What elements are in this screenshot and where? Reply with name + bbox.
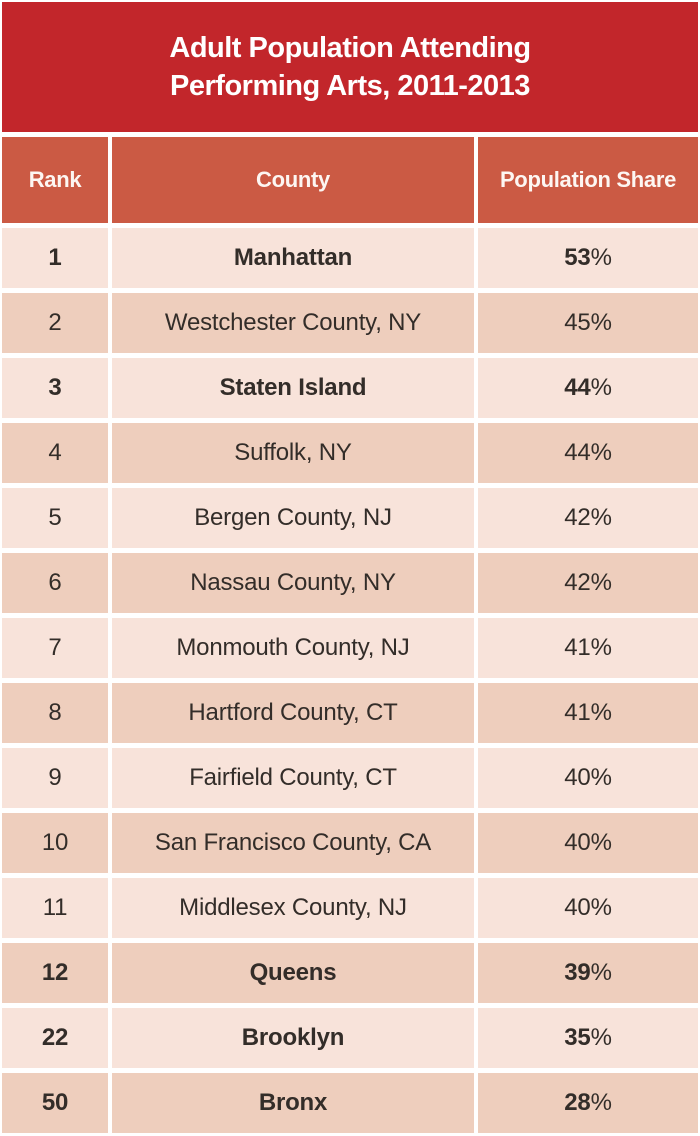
table-row: 1 Manhattan 53%: [2, 228, 698, 288]
population-share-cell: 44%: [478, 358, 698, 418]
population-share-cell: 39%: [478, 943, 698, 1003]
title-line-2: Performing Arts, 2011-2013: [170, 70, 530, 102]
table-row: 10 San Francisco County, CA 40%: [2, 813, 698, 873]
title-line-1: Adult Population Attending: [169, 32, 531, 64]
share-percent-sign: %: [590, 374, 612, 401]
share-value: 39: [564, 959, 591, 986]
rank-cell: 12: [2, 943, 108, 1003]
rank-cell: 7: [2, 618, 108, 678]
share-percent-sign: %: [590, 504, 612, 531]
county-cell: Middlesex County, NJ: [112, 878, 474, 938]
population-share-cell: 40%: [478, 748, 698, 808]
rank-cell: 5: [2, 488, 108, 548]
population-share-cell: 35%: [478, 1008, 698, 1068]
table-row: 22 Brooklyn 35%: [2, 1008, 698, 1068]
county-cell: Suffolk, NY: [112, 423, 474, 483]
share-value: 42: [564, 569, 591, 596]
share-value: 41: [564, 699, 591, 726]
table-row: 7 Monmouth County, NJ 41%: [2, 618, 698, 678]
population-share-cell: 41%: [478, 618, 698, 678]
county-cell: San Francisco County, CA: [112, 813, 474, 873]
rank-cell: 9: [2, 748, 108, 808]
column-header-population-share: Population Share: [478, 137, 698, 223]
county-cell: Monmouth County, NJ: [112, 618, 474, 678]
county-cell: Queens: [112, 943, 474, 1003]
population-share-cell: 45%: [478, 293, 698, 353]
county-cell: Nassau County, NY: [112, 553, 474, 613]
table-row: 3 Staten Island 44%: [2, 358, 698, 418]
population-share-cell: 53%: [478, 228, 698, 288]
share-value: 41: [564, 634, 591, 661]
table-row: 11 Middlesex County, NJ 40%: [2, 878, 698, 938]
table-header-row: Rank County Population Share: [2, 137, 698, 223]
population-share-cell: 42%: [478, 553, 698, 613]
county-cell: Westchester County, NY: [112, 293, 474, 353]
rank-cell: 2: [2, 293, 108, 353]
rank-cell: 3: [2, 358, 108, 418]
table-row: 8 Hartford County, CT 41%: [2, 683, 698, 743]
share-value: 44: [564, 374, 591, 401]
county-cell: Manhattan: [112, 228, 474, 288]
share-percent-sign: %: [590, 309, 612, 336]
column-header-county: County: [112, 137, 474, 223]
share-value: 44: [564, 439, 591, 466]
share-percent-sign: %: [590, 244, 612, 271]
population-share-cell: 28%: [478, 1073, 698, 1133]
table-row: 9 Fairfield County, CT 40%: [2, 748, 698, 808]
table-row: 5 Bergen County, NJ 42%: [2, 488, 698, 548]
rank-cell: 11: [2, 878, 108, 938]
column-header-rank: Rank: [2, 137, 108, 223]
share-percent-sign: %: [590, 439, 612, 466]
rank-cell: 8: [2, 683, 108, 743]
county-cell: Fairfield County, CT: [112, 748, 474, 808]
table-row: 12 Queens 39%: [2, 943, 698, 1003]
table-title-banner: Adult Population Attending Performing Ar…: [2, 2, 698, 132]
county-cell: Brooklyn: [112, 1008, 474, 1068]
share-value: 40: [564, 829, 591, 856]
share-value: 42: [564, 504, 591, 531]
share-value: 40: [564, 764, 591, 791]
rank-cell: 22: [2, 1008, 108, 1068]
share-percent-sign: %: [590, 1089, 612, 1116]
table-row: 6 Nassau County, NY 42%: [2, 553, 698, 613]
share-percent-sign: %: [590, 699, 612, 726]
share-value: 28: [564, 1089, 591, 1116]
rank-cell: 6: [2, 553, 108, 613]
share-value: 40: [564, 894, 591, 921]
share-percent-sign: %: [590, 634, 612, 661]
share-percent-sign: %: [590, 894, 612, 921]
population-share-cell: 41%: [478, 683, 698, 743]
share-percent-sign: %: [590, 959, 612, 986]
table-row: 4 Suffolk, NY 44%: [2, 423, 698, 483]
rank-cell: 4: [2, 423, 108, 483]
share-value: 45: [564, 309, 591, 336]
share-value: 35: [564, 1024, 591, 1051]
population-share-cell: 44%: [478, 423, 698, 483]
share-percent-sign: %: [590, 1024, 612, 1051]
share-percent-sign: %: [590, 569, 612, 596]
county-cell: Bronx: [112, 1073, 474, 1133]
rank-cell: 50: [2, 1073, 108, 1133]
county-cell: Hartford County, CT: [112, 683, 474, 743]
county-cell: Staten Island: [112, 358, 474, 418]
share-value: 53: [564, 244, 591, 271]
table-row: 2 Westchester County, NY 45%: [2, 293, 698, 353]
share-percent-sign: %: [590, 829, 612, 856]
rank-cell: 10: [2, 813, 108, 873]
population-share-cell: 42%: [478, 488, 698, 548]
population-share-cell: 40%: [478, 813, 698, 873]
population-share-cell: 40%: [478, 878, 698, 938]
rank-cell: 1: [2, 228, 108, 288]
county-cell: Bergen County, NJ: [112, 488, 474, 548]
share-percent-sign: %: [590, 764, 612, 791]
table-row: 50 Bronx 28%: [2, 1073, 698, 1133]
